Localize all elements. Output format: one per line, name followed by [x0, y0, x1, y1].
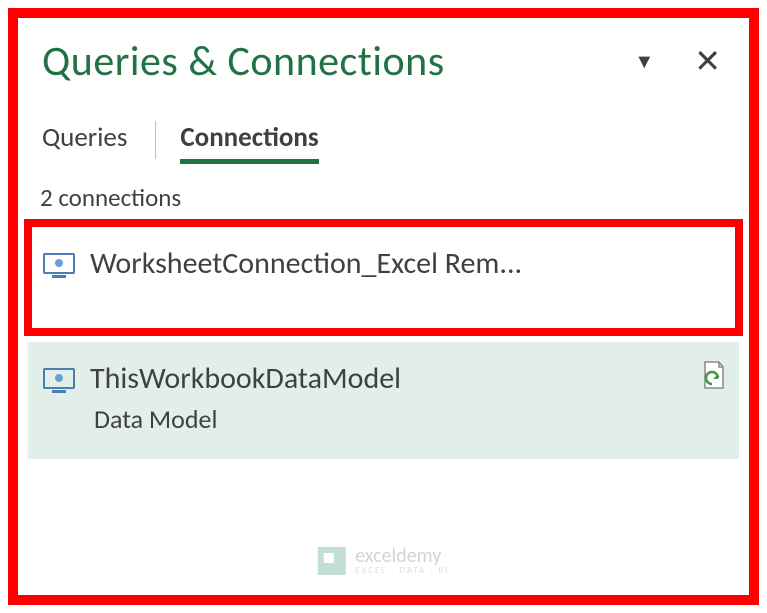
watermark-sub: EXCEL · DATA · BI	[355, 566, 449, 575]
connection-name: ThisWorkbookDataModel	[90, 360, 401, 397]
connection-item[interactable]: ThisWorkbookDataModel Data Model	[28, 342, 739, 459]
connection-name: WorksheetConnection_Excel Rem...	[90, 245, 522, 282]
panel-options-caret-icon[interactable]: ▼	[634, 50, 654, 74]
panel-header: Queries & Connections ▼ ✕	[18, 18, 749, 97]
connection-text: WorksheetConnection_Excel Rem...	[90, 245, 522, 282]
tab-queries[interactable]: Queries	[42, 117, 127, 164]
queries-connections-panel: Queries & Connections ▼ ✕ Queries Connec…	[18, 18, 749, 595]
refresh-icon[interactable]	[699, 360, 725, 390]
close-icon[interactable]: ✕	[694, 42, 721, 81]
watermark: exceldemy EXCEL · DATA · BI	[317, 546, 449, 575]
watermark-text: exceldemy EXCEL · DATA · BI	[355, 546, 449, 575]
tab-bar: Queries Connections	[18, 117, 749, 164]
connections-list: WorksheetConnection_Excel Rem... ThisWor…	[18, 219, 749, 459]
watermark-main: exceldemy	[355, 546, 449, 566]
panel-title: Queries & Connections	[42, 36, 634, 87]
connection-icon	[42, 366, 76, 394]
connection-item[interactable]: WorksheetConnection_Excel Rem...	[24, 219, 743, 336]
tab-divider	[155, 121, 156, 159]
highlight-frame: Queries & Connections ▼ ✕ Queries Connec…	[8, 8, 759, 605]
connection-text: ThisWorkbookDataModel Data Model	[90, 360, 401, 435]
watermark-logo-icon	[317, 547, 345, 575]
connection-subtitle: Data Model	[90, 403, 401, 435]
connection-count-label: 2 connections	[18, 164, 749, 219]
connection-icon	[42, 251, 76, 279]
tab-connections[interactable]: Connections	[180, 117, 318, 164]
header-controls: ▼ ✕	[634, 42, 721, 81]
